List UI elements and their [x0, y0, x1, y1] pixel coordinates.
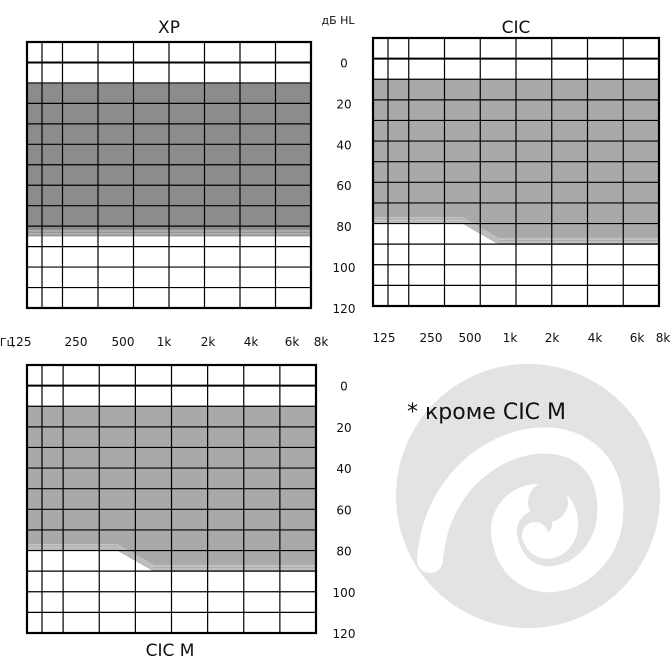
chart-frame [25, 40, 313, 310]
y-tick-label: 60 [336, 179, 351, 193]
x-tick-label: 6k [630, 331, 645, 345]
x-tick-label: 8k [314, 335, 329, 349]
x-tick-label: 1k [157, 335, 172, 349]
x-axis-unit: Гц [0, 336, 14, 349]
chart-title: CIC M [146, 641, 195, 661]
x-tick-label: 2k [545, 331, 560, 345]
y-tick-label: 40 [336, 462, 351, 476]
x-tick-label: 500 [459, 331, 482, 345]
y-tick-label: 100 [333, 586, 356, 600]
x-tick-label: 4k [244, 335, 259, 349]
x-tick-label: 500 [112, 335, 135, 349]
chart-xp: XP 0 20 40 60 80 100 120 125 250 500 1k 2k 4k 6k 8k дБ H… [0, 14, 355, 349]
chart-cic-m: CIC M 0 20 40 60 80 100 120 [25, 363, 356, 661]
chart-title: CIC [502, 18, 531, 38]
chart-title: XP [158, 18, 180, 38]
chart-cic: CIC 125 250 500 1k 2k 4k 6k 8k [371, 18, 670, 345]
y-tick-label: 40 [336, 138, 351, 152]
y-tick-label: 20 [336, 421, 351, 435]
x-tick-label: 125 [373, 331, 396, 345]
x-tick-label: 1k [503, 331, 518, 345]
chart-frame [25, 363, 318, 635]
x-tick-label: 250 [65, 335, 88, 349]
y-tick-label: 20 [336, 97, 351, 111]
x-tick-label: 250 [420, 331, 443, 345]
x-tick-label: 2k [201, 335, 216, 349]
x-tick-label: 4k [588, 331, 603, 345]
y-tick-label: 0 [340, 56, 348, 70]
y-tick-label: 80 [336, 220, 351, 234]
x-tick-label: 6k [285, 335, 300, 349]
spiral-logo-watermark [396, 364, 660, 628]
y-tick-label: 80 [336, 545, 351, 559]
chart-frame [371, 36, 661, 308]
y-tick-label: 120 [333, 627, 356, 641]
exception-note: * кроме CIC M [407, 400, 566, 425]
y-tick-label: 0 [340, 380, 348, 394]
y-axis-unit: дБ HL [321, 14, 355, 27]
y-tick-label: 60 [336, 503, 351, 517]
y-tick-label: 100 [333, 261, 356, 275]
x-tick-label: 8k [656, 331, 670, 345]
x-tick-label: 125 [9, 335, 32, 349]
y-tick-label: 120 [333, 302, 356, 316]
